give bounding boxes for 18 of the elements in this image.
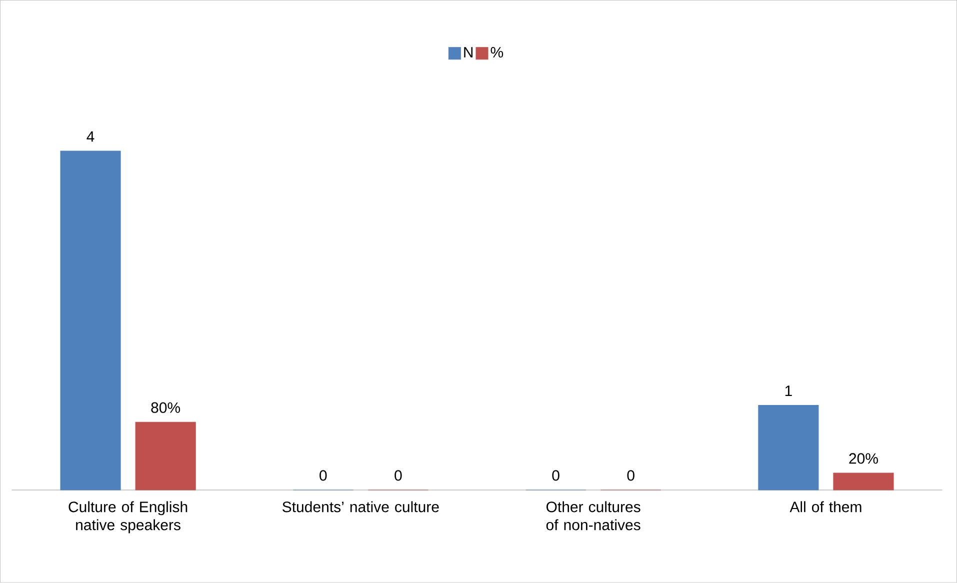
bar	[833, 472, 894, 490]
x-tick-label: Culture of English native speakers	[68, 501, 188, 534]
legend-label: %	[490, 47, 504, 58]
bar	[758, 405, 819, 490]
legend-label: N	[464, 47, 473, 58]
data-label: 4	[86, 131, 94, 142]
bar	[135, 422, 196, 490]
data-label: 0	[627, 470, 634, 481]
data-label: 20%	[849, 453, 878, 464]
x-tick-label: All of them	[790, 501, 862, 512]
x-tick-label: Students’ native culture	[282, 501, 439, 512]
data-label: 1	[785, 386, 792, 396]
x-tick-label: Other cultures of non-natives	[546, 501, 640, 530]
data-label: 0	[320, 470, 327, 481]
data-label: 0	[394, 470, 402, 481]
bar	[60, 150, 121, 490]
data-label: 80%	[151, 402, 180, 414]
data-label: 0	[552, 470, 560, 481]
